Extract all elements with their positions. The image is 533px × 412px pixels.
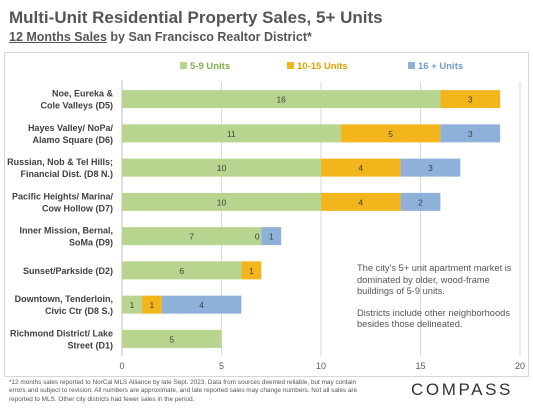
- bar-segment: [122, 329, 222, 348]
- subtitle-rest: by San Francisco Realtor District*: [106, 30, 312, 44]
- chart-subtitle: 12 Months Sales by San Francisco Realtor…: [9, 30, 312, 44]
- category-label: Downtown, Tenderloin,: [15, 294, 113, 304]
- bars: 16 311 5 310 4 310 4 27 0 16 11 1 45: [122, 90, 501, 348]
- bar-segment: [161, 295, 242, 314]
- legend-entry: 16 + Units: [418, 61, 463, 72]
- x-tick-label: 0: [119, 361, 124, 371]
- bar-segment: [122, 124, 341, 143]
- data-label: 3: [468, 95, 473, 105]
- bar-segment: [321, 158, 401, 177]
- category-label: Street (D1): [67, 340, 113, 350]
- bar-segment: [122, 158, 321, 177]
- data-label: 16: [276, 95, 286, 105]
- data-label: 0: [255, 232, 260, 242]
- data-label: 1: [249, 266, 254, 276]
- annotation-line-2: Districts include other neighborhoods be…: [357, 307, 510, 330]
- bar-segment: [340, 124, 441, 143]
- legend-entry: 10-15 Units: [297, 61, 348, 72]
- data-label: 1: [269, 232, 274, 242]
- category-label: Cole Valleys (D5): [40, 101, 113, 111]
- category-label: Pacific Heights/ Marina/: [12, 191, 114, 201]
- data-label: 5: [388, 129, 393, 139]
- data-label: 3: [428, 163, 433, 173]
- category-label: Russian, Nob & Tel Hills;: [7, 157, 113, 167]
- bar-segment: [321, 192, 401, 211]
- legend-swatch: [180, 62, 187, 69]
- legend-entry: 5-9 Units: [190, 61, 230, 72]
- bar-segment: [400, 158, 461, 177]
- legend: 5-9 Units 10-15 Units 16 + Units: [180, 61, 463, 72]
- x-axis-ticks: 0 5 10 15 20: [119, 361, 525, 371]
- data-label: 4: [358, 163, 363, 173]
- bar-segment: [261, 227, 282, 246]
- chart-frame: [4, 52, 529, 377]
- data-label: 7: [189, 232, 194, 242]
- data-label: 10: [217, 163, 227, 173]
- category-label: Cow Hollow (D7): [42, 203, 113, 213]
- category-label: Richmond District/ Lake: [10, 328, 113, 338]
- data-label: 10: [217, 197, 227, 207]
- category-label: SoMa (D9): [69, 238, 113, 248]
- data-label: 4: [358, 197, 363, 207]
- data-label: 11: [227, 129, 236, 139]
- bar-segment: [122, 227, 262, 246]
- bar-segment: [241, 261, 262, 280]
- data-label: 1: [149, 300, 154, 310]
- legend-swatch: [287, 62, 294, 69]
- x-tick-label: 15: [415, 361, 425, 371]
- category-label: Sunset/Parkside (D2): [23, 266, 113, 276]
- x-tick-label: 20: [515, 361, 525, 371]
- data-label: 2: [418, 197, 423, 207]
- legend-swatch: [408, 62, 415, 69]
- bar-segment: [122, 192, 321, 211]
- category-labels: Noe, Eureka & Cole Valleys (D5) Hayes Vall…: [7, 89, 113, 351]
- compass-logo: COMPASS: [411, 380, 513, 399]
- category-label: Noe, Eureka &: [52, 89, 114, 99]
- bar-segment: [122, 261, 242, 280]
- category-label: Hayes Valley/ NoPa/: [28, 123, 114, 133]
- chart-annotation: The city's 5+ unit apartment market is d…: [357, 263, 529, 341]
- data-label: 6: [179, 266, 184, 276]
- bar-segment: [122, 90, 441, 109]
- data-label: 5: [169, 334, 174, 344]
- footnote: *12 months sales reported to NorCal MLS …: [9, 379, 358, 403]
- x-tick-label: 10: [316, 361, 326, 371]
- subtitle-underlined: 12 Months Sales: [9, 30, 107, 44]
- data-label: 3: [468, 129, 473, 139]
- annotation-line-1: The city's 5+ unit apartment market is d…: [357, 263, 512, 297]
- bar-segment: [440, 124, 501, 143]
- data-label: 4: [199, 300, 204, 310]
- bar-segment: [122, 295, 142, 314]
- bar-segment: [141, 295, 162, 314]
- category-label: Civic Ctr (D8 S.): [45, 306, 113, 316]
- data-label: 1: [130, 300, 135, 310]
- bar-segment: [440, 90, 501, 109]
- x-tick-label: 5: [219, 361, 224, 371]
- bar-segment: [400, 192, 441, 211]
- category-label: Inner Mission, Bernal,: [19, 226, 113, 236]
- chart-title: Multi-Unit Residential Property Sales, 5…: [9, 8, 383, 27]
- category-label: Alamo Square (D6): [32, 135, 113, 145]
- category-label: Financial Dist. (D8 N.): [20, 169, 113, 179]
